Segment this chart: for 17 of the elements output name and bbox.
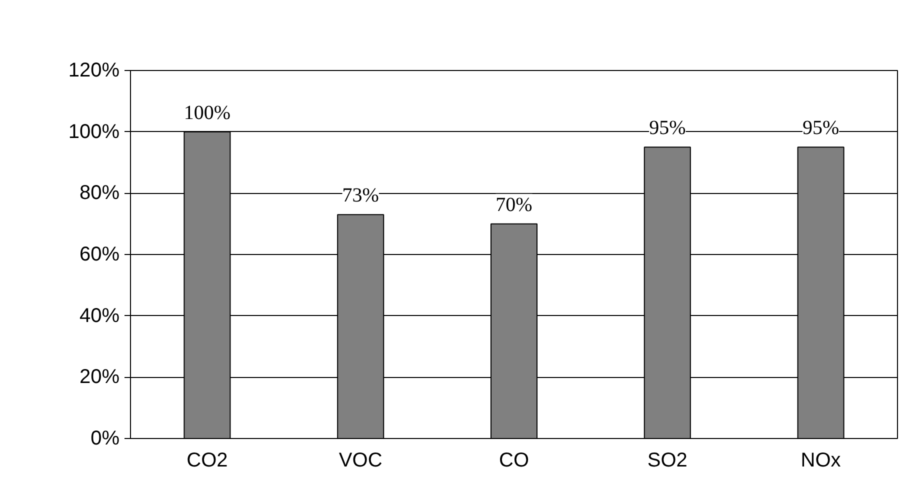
y-tick-label: 40%	[79, 304, 120, 327]
y-tick-label: 120%	[68, 60, 120, 82]
x-tick-label: CO	[499, 450, 529, 472]
data-label: 95%	[649, 117, 686, 140]
x-tick-label: NOx	[800, 450, 841, 472]
y-tick-label: 80%	[79, 182, 120, 204]
data-label: 70%	[496, 194, 532, 216]
data-label: 100%	[184, 102, 231, 124]
data-label: 95%	[802, 117, 840, 140]
data-label: 73%	[342, 184, 379, 207]
y-tick-label: 20%	[79, 366, 120, 388]
y-tick-label: 0%	[90, 428, 120, 450]
x-tick-label: CO2	[186, 450, 228, 472]
x-tick-label: SO2	[647, 450, 688, 472]
x-tick-label: VOC	[338, 450, 382, 472]
y-tick-label: 100%	[68, 120, 120, 143]
y-tick-label: 60%	[79, 244, 120, 266]
